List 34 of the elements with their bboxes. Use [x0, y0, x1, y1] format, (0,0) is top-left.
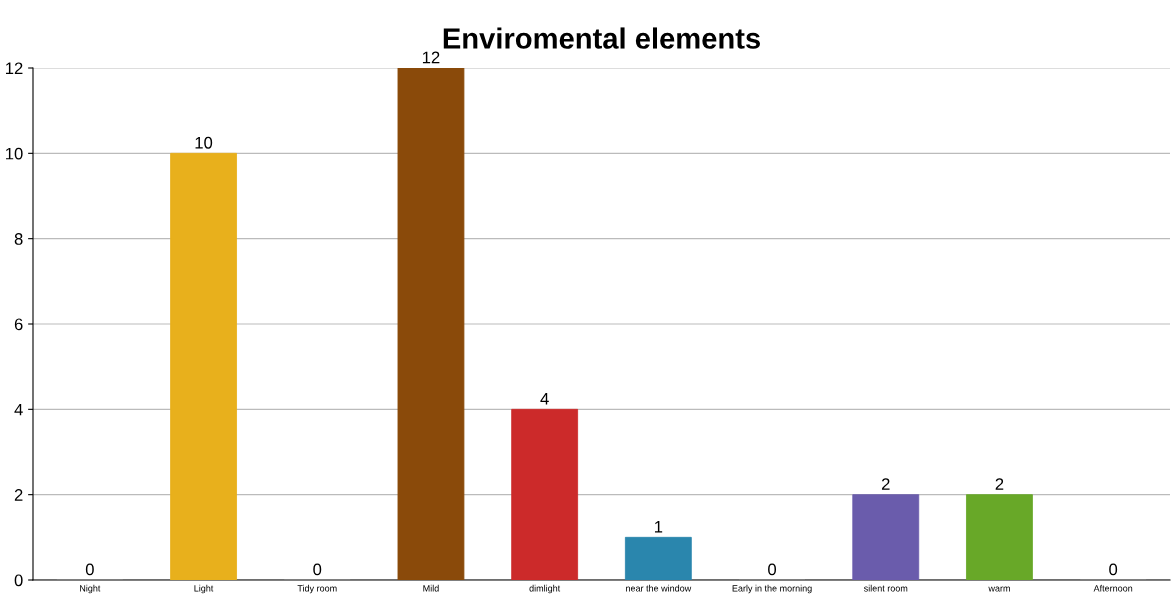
bar	[966, 494, 1033, 580]
y-tick-label: 8	[14, 233, 23, 245]
data-label: 0	[1109, 563, 1118, 576]
y-tick-label: 2	[14, 489, 23, 501]
data-label: 4	[540, 393, 549, 405]
x-tick-label: Afternoon	[1093, 584, 1133, 592]
data-label: 0	[85, 563, 94, 576]
data-label: 10	[195, 136, 213, 149]
bar	[511, 408, 579, 580]
x-tick-label: silent room	[863, 584, 908, 592]
x-tick-label: dimlight	[529, 584, 561, 594]
bar	[852, 494, 920, 580]
data-label: 0	[313, 563, 322, 576]
y-tick-label: 4	[14, 403, 23, 416]
data-label: 2	[881, 478, 890, 490]
bar	[170, 152, 237, 580]
data-label: 2	[995, 478, 1004, 490]
chart-title: Enviromental elements	[443, 27, 760, 49]
bar	[624, 536, 692, 580]
data-label: 0	[768, 563, 777, 576]
x-tick-label: Tidy room	[297, 584, 337, 594]
y-tick-label: 6	[14, 318, 23, 331]
x-tick-label: warm	[988, 586, 1010, 592]
bar	[397, 68, 465, 580]
y-tick-label: 12	[6, 62, 23, 75]
x-tick-label: near the window	[626, 584, 692, 592]
x-tick-label: Early in the morning	[732, 584, 812, 594]
y-tick-label: 10	[6, 147, 23, 160]
data-label: 1	[654, 521, 663, 533]
x-tick-label: Night	[80, 584, 101, 594]
y-tick-label: 0	[14, 574, 23, 587]
x-tick-label: Mild	[423, 584, 439, 592]
data-label: 12	[422, 51, 440, 64]
x-tick-label: Light	[194, 584, 214, 594]
